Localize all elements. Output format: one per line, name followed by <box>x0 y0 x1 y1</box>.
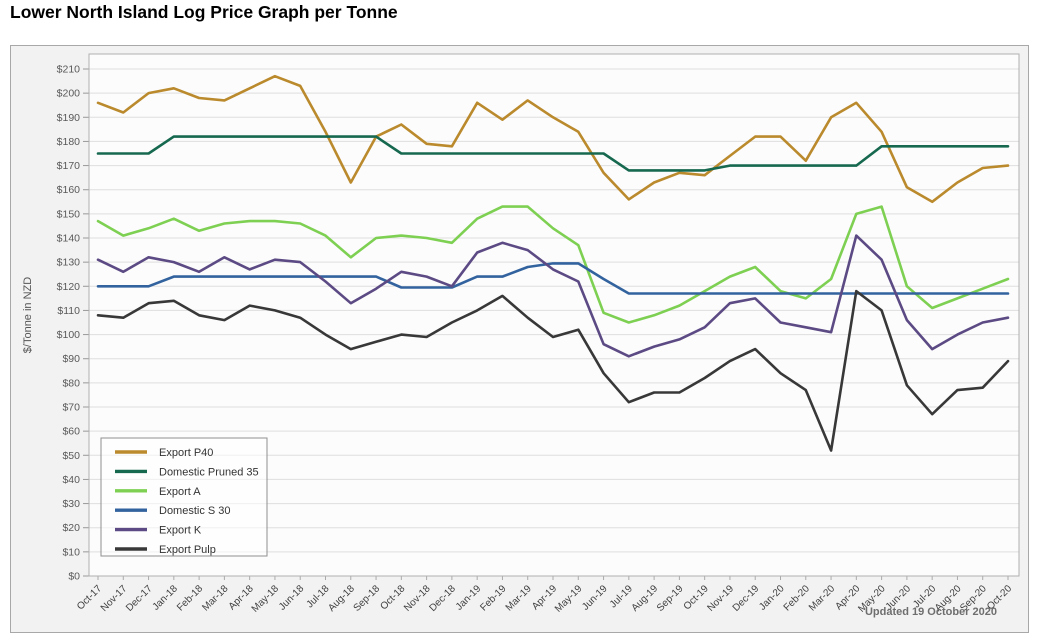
legend-item-export-pulp: Export Pulp <box>115 544 216 556</box>
x-tick-label: Jun-18 <box>277 583 307 613</box>
legend-item-domestic-s-30: Domestic S 30 <box>115 505 231 517</box>
x-tick-label: Nov-17 <box>99 583 130 614</box>
y-tick-label: $10 <box>62 546 80 558</box>
x-tick-label: Nov-19 <box>705 583 736 614</box>
series-line-export-k <box>96 234 1010 358</box>
y-tick-label: $140 <box>57 233 81 245</box>
chart-panel: $0 $10 $20 $30 $40 $50 $60 $70 $80 $90 $100 $110 $12… <box>10 45 1029 633</box>
x-tick-label: Jan-19 <box>454 583 484 613</box>
y-tick-label: $160 <box>57 184 81 196</box>
y-tick-label: $30 <box>62 498 80 510</box>
y-tick-label: $20 <box>62 522 80 534</box>
x-tick-label: Sep-19 <box>655 583 686 614</box>
x-tick-label: Jan-20 <box>757 583 787 613</box>
x-tick-label: May-19 <box>553 583 585 615</box>
y-tick-label: $130 <box>57 257 81 269</box>
legend-label: Export K <box>159 525 202 537</box>
legend-label: Export P40 <box>159 447 213 459</box>
legend-item-export-a: Export A <box>115 486 201 498</box>
x-tick-label: Dec-19 <box>731 583 762 614</box>
plot-border <box>88 53 1020 577</box>
x-tick-label: Aug-19 <box>630 583 661 614</box>
legend-label: Export A <box>159 486 201 498</box>
y-tick-label: $170 <box>57 160 81 172</box>
x-tick-label: Feb-18 <box>175 583 205 613</box>
updated-note: Updated 19 October 2020 <box>864 606 997 618</box>
y-tick-label: $80 <box>62 377 80 389</box>
x-tick-label: Aug-18 <box>326 583 357 614</box>
y-tick-label: $200 <box>57 88 81 100</box>
y-tick-label: $150 <box>57 208 81 220</box>
y-tick-label: $100 <box>57 329 81 341</box>
y-tick-label: $110 <box>57 305 80 317</box>
legend-item-export-p40: Export P40 <box>115 447 213 459</box>
x-tick-label: Nov-18 <box>402 583 433 614</box>
x-tick-label: Feb-19 <box>478 583 508 613</box>
x-tick-label: Feb-20 <box>782 583 812 613</box>
y-tick-label: $70 <box>62 402 80 414</box>
y-tick-label: $50 <box>62 450 80 462</box>
y-tick-label: $190 <box>57 112 81 124</box>
legend-label: Domestic Pruned 35 <box>159 466 259 478</box>
series-line-export-a <box>96 205 1010 324</box>
series-line-domestic-pruned-35 <box>96 135 1010 172</box>
y-tick-label: $210 <box>57 64 81 76</box>
x-tick-label: Jun-19 <box>580 583 610 613</box>
x-tick-label: Dec-18 <box>427 583 458 614</box>
y-tick-label: $0 <box>68 571 80 583</box>
page-title: Lower North Island Log Price Graph per T… <box>10 2 398 22</box>
x-tick-label: Sep-18 <box>352 583 383 614</box>
x-tick-label: Mar-19 <box>504 583 534 613</box>
y-tick-label: $90 <box>62 353 80 365</box>
x-tick-label: Jan-18 <box>151 583 181 613</box>
chart-legend: Export P40 Domestic Pruned 35 Export A Dome… <box>100 437 268 557</box>
y-tick-label: $180 <box>57 136 81 148</box>
series-line-export-pulp <box>96 289 1010 452</box>
x-tick-label: Mar-20 <box>807 583 837 613</box>
y-axis-title: $/Tonne in NZD <box>22 277 34 353</box>
y-tick-label: $60 <box>62 426 80 438</box>
series-lines <box>96 74 1010 452</box>
legend-item-domestic-pruned-35: Domestic Pruned 35 <box>115 466 259 478</box>
x-tick-label: Dec-17 <box>124 583 155 614</box>
legend-label: Domestic S 30 <box>159 505 231 517</box>
legend-label: Export Pulp <box>159 544 216 556</box>
price-chart-svg: $0 $10 $20 $30 $40 $50 $60 $70 $80 $90 $100 $110 $12… <box>22 53 1020 615</box>
y-axis-labels: $0 $10 $20 $30 $40 $50 $60 $70 $80 $90 $100 $110 $12… <box>57 64 89 583</box>
x-tick-label: May-18 <box>250 583 282 615</box>
legend-item-export-k: Export K <box>115 525 202 537</box>
series-line-export-p40 <box>96 74 1010 204</box>
x-tick-label: Mar-18 <box>200 583 230 613</box>
y-tick-label: $40 <box>62 474 80 486</box>
y-tick-label: $120 <box>57 281 81 293</box>
